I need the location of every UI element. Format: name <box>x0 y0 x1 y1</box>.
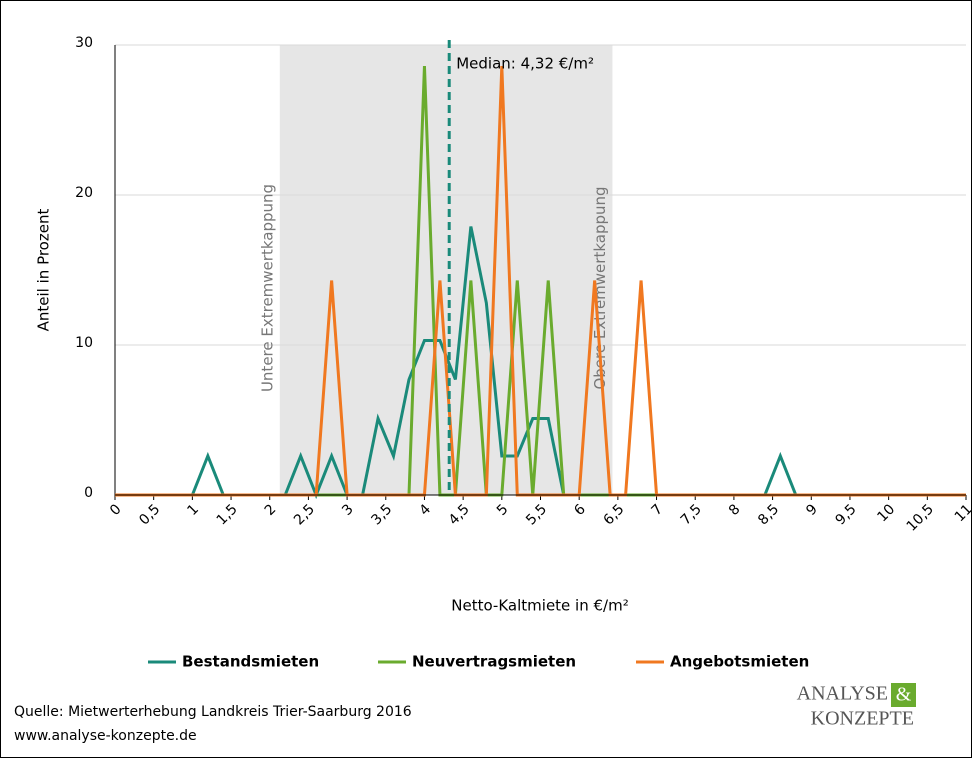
x-tick-label: 10 <box>874 501 898 525</box>
legend-label: Bestandsmieten <box>182 653 319 671</box>
logo-amp: & <box>896 684 912 706</box>
x-tick-label: 9 <box>803 501 821 519</box>
x-tick-label: 4,5 <box>446 501 473 528</box>
source: Quelle: Mietwerterhebung Landkreis Trier… <box>14 704 412 720</box>
x-tick-label: 4 <box>416 501 434 519</box>
x-tick-label: 1,5 <box>214 501 241 528</box>
x-tick-label: 9,5 <box>833 501 860 528</box>
y-tick-label: 20 <box>75 185 93 201</box>
y-axis-label: Anteil in Prozent <box>35 209 53 332</box>
x-tick-label: 6,5 <box>600 501 627 528</box>
logo-word: ANALYSE <box>797 683 888 705</box>
annotation: Obere Extremwertkappung <box>591 186 609 389</box>
x-tick-label: 5 <box>494 501 512 519</box>
x-tick-label: 7,5 <box>678 501 705 528</box>
x-tick-label: 8 <box>726 501 744 519</box>
legend-label: Angebotsmieten <box>670 653 809 671</box>
y-tick-label: 10 <box>75 335 93 351</box>
logo: ANALYSE & KONZEPTE <box>797 683 916 730</box>
logo-word: KONZEPTE <box>811 708 914 730</box>
x-tick-label: 10,5 <box>904 501 937 534</box>
logo-box <box>891 683 916 707</box>
x-axis-label: Netto-Kaltmiete in €/m² <box>451 597 628 615</box>
legend-label: Neuvertragsmieten <box>412 653 576 671</box>
x-tick-label: 7 <box>649 501 667 519</box>
x-tick-label: 1 <box>184 501 202 519</box>
x-tick-label: 0 <box>107 501 125 519</box>
x-tick-label: 3 <box>339 501 357 519</box>
x-tick-label: 0,5 <box>136 501 163 528</box>
x-tick-label: 11 <box>952 501 972 525</box>
x-tick-label: 5,5 <box>523 501 550 528</box>
x-tick-label: 2 <box>262 501 280 519</box>
shaded-band <box>279 45 613 495</box>
x-tick-label: 3,5 <box>368 501 395 528</box>
x-tick-label: 2,5 <box>291 501 318 528</box>
annotation: Untere Extremwertkappung <box>258 184 276 392</box>
x-tick-label: 8,5 <box>755 501 782 528</box>
y-tick-label: 0 <box>84 485 93 501</box>
median-label: Median: 4,32 €/m² <box>456 55 594 73</box>
x-tick-label: 6 <box>571 501 589 519</box>
url: www.analyse-konzepte.de <box>14 728 197 744</box>
y-tick-label: 30 <box>75 35 93 51</box>
